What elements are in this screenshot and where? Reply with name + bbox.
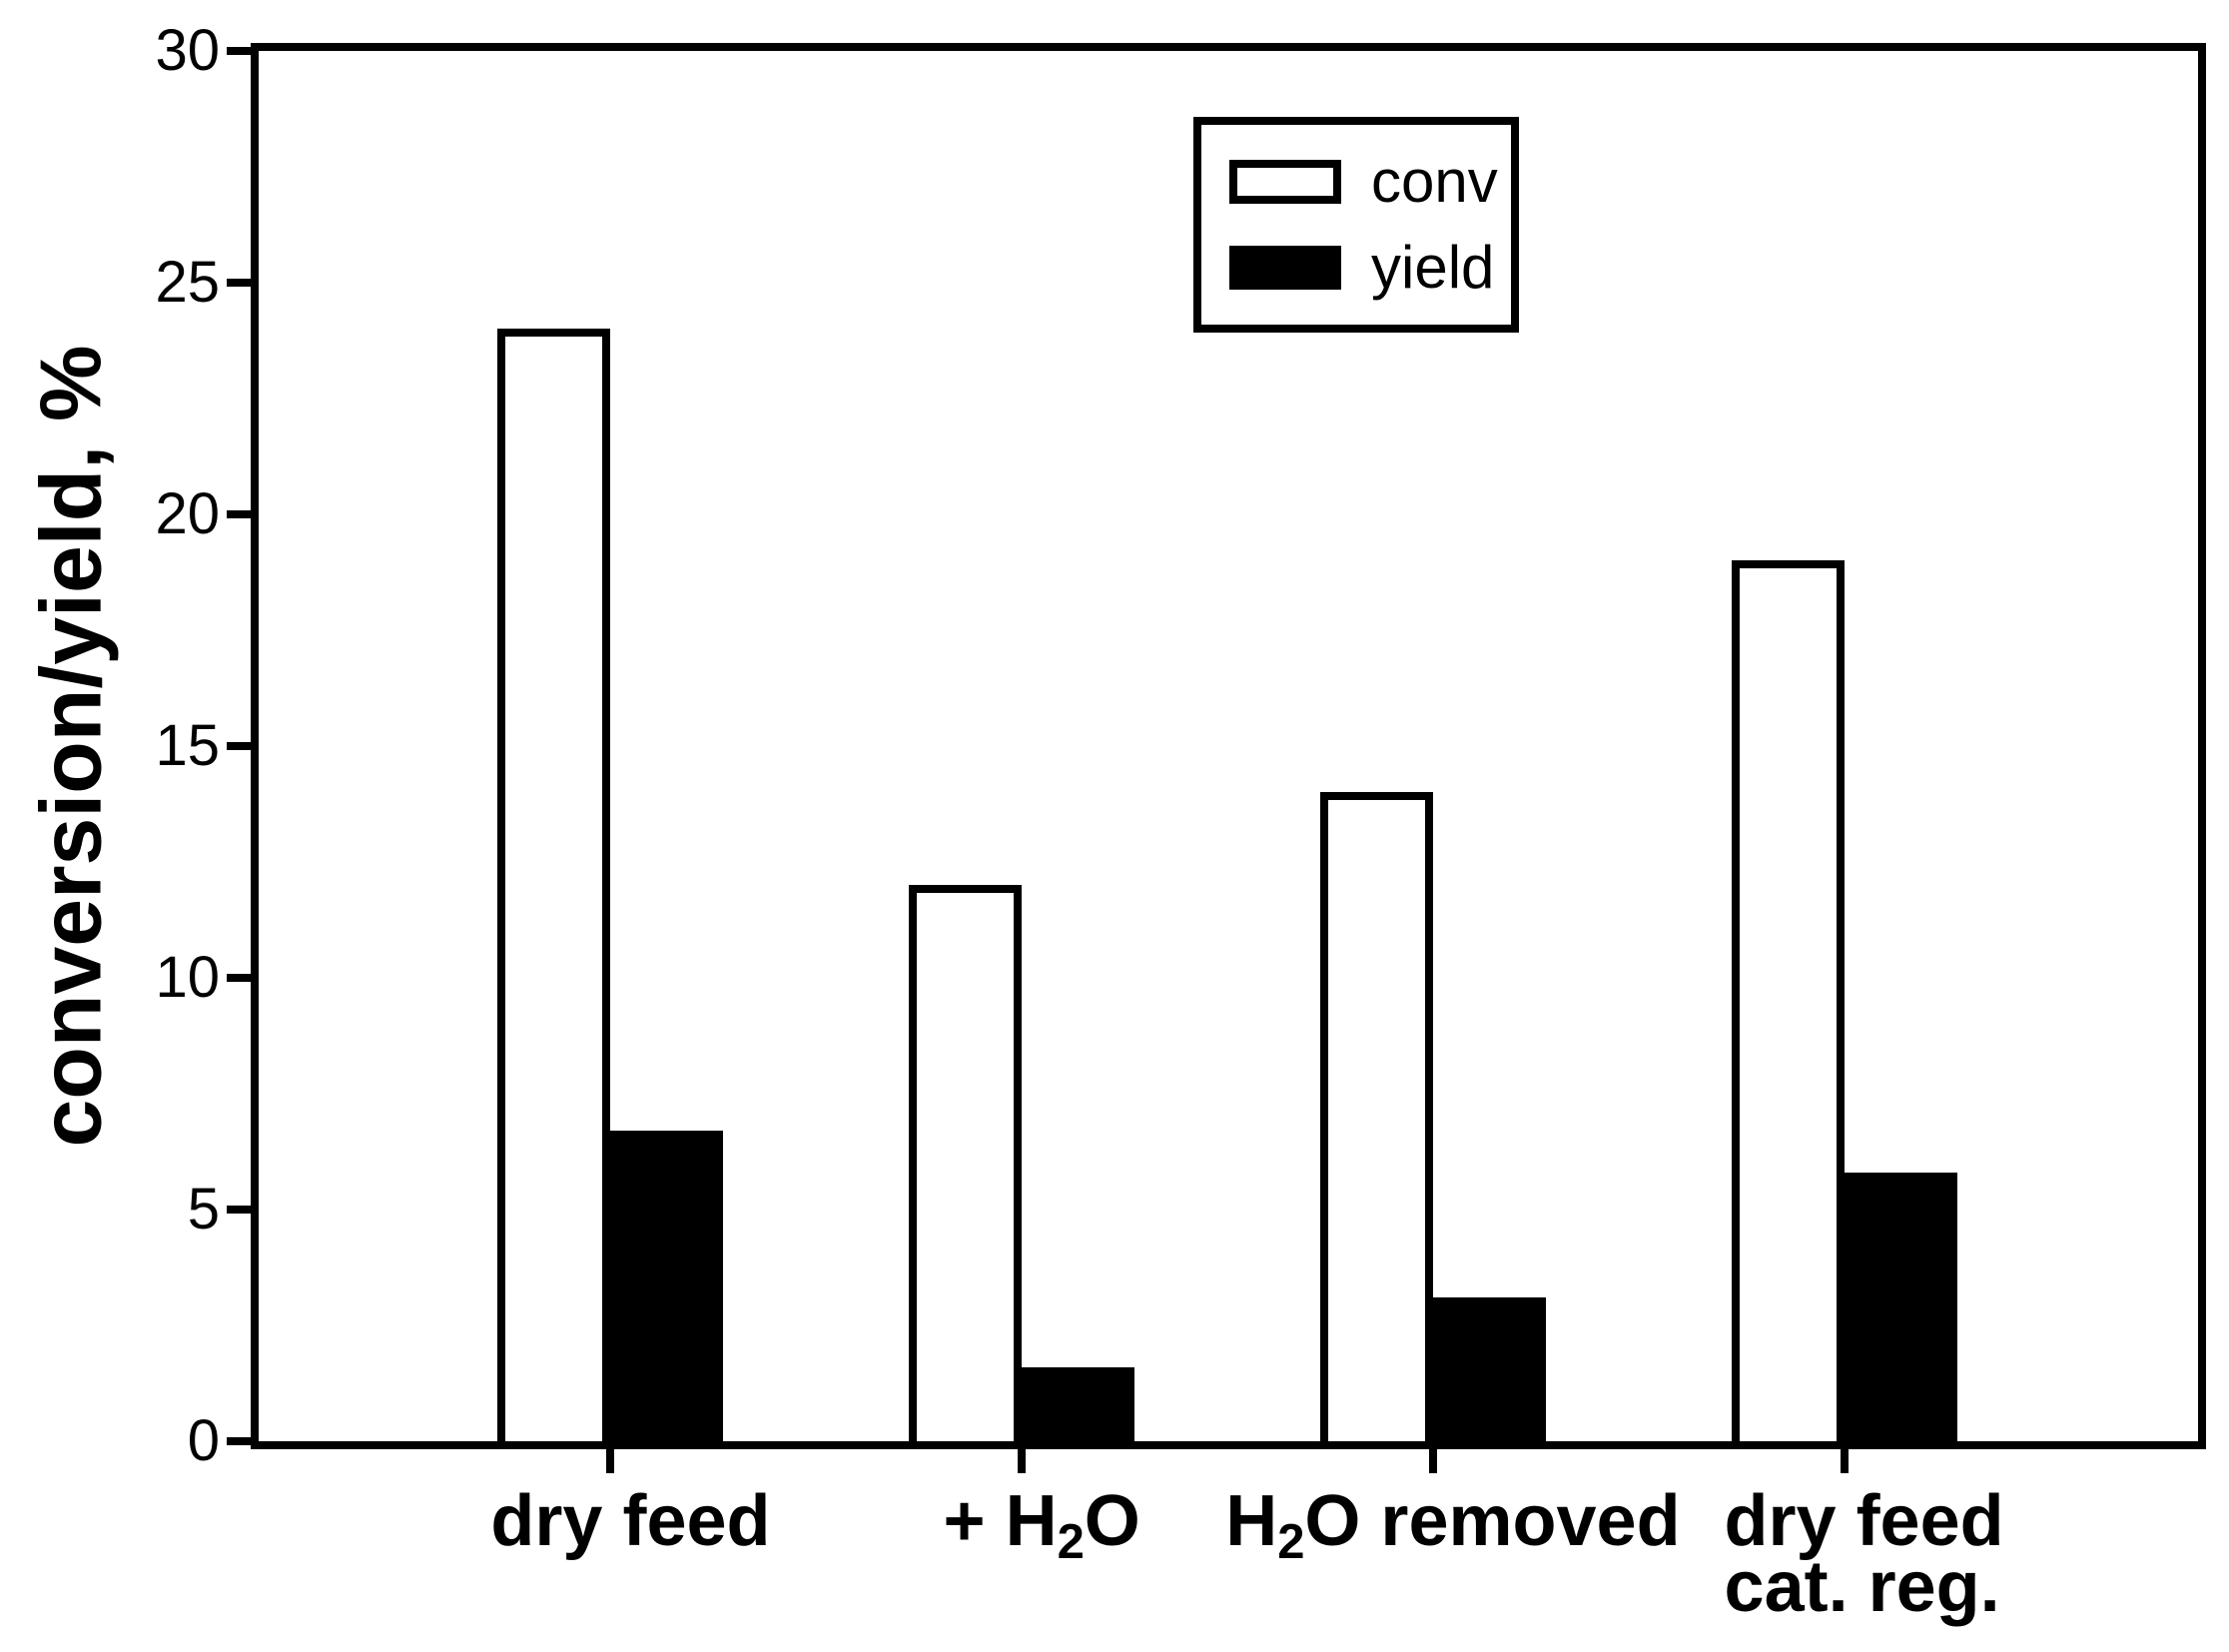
bar-yield-2	[1432, 1297, 1546, 1441]
legend-item-conv: conv	[1229, 152, 1511, 212]
y-tick-label-0: 0	[187, 1408, 220, 1473]
bar-conv-2	[1319, 792, 1433, 1441]
y-tick-label-30: 30	[155, 18, 220, 83]
legend: conv yield	[1193, 117, 1519, 333]
y-tick-0	[227, 1437, 251, 1445]
bar-conv-3	[1731, 560, 1845, 1441]
y-tick-10	[227, 974, 251, 982]
legend-label-conv: conv	[1371, 148, 1498, 215]
bar-yield-1	[1022, 1367, 1135, 1441]
y-tick-label-10: 10	[155, 945, 220, 1010]
legend-item-yield: yield	[1229, 238, 1511, 298]
x-tick-2	[1428, 1449, 1437, 1473]
y-tick-20	[227, 510, 251, 518]
x-tick-0	[606, 1449, 615, 1473]
x-category-label-text-3: dry feed cat. reg.	[1724, 1481, 2004, 1627]
legend-swatch-conv	[1229, 160, 1341, 204]
bar-yield-3	[1844, 1173, 1957, 1441]
x-tick-1	[1018, 1449, 1027, 1473]
legend-label-yield: yield	[1371, 234, 1495, 301]
bar-conv-1	[909, 885, 1023, 1441]
y-tick-label-5: 5	[187, 1177, 220, 1241]
x-category-label-0: dry feed	[311, 1481, 950, 1561]
x-category-label-1: + H2O	[722, 1481, 1361, 1575]
bar-conv-0	[497, 329, 611, 1441]
x-category-label-text-1: + H2O	[943, 1481, 1140, 1570]
x-category-label-2: H2O removed	[1133, 1481, 1773, 1575]
y-tick-25	[227, 279, 251, 287]
y-tick-label-20: 20	[155, 481, 220, 546]
x-category-label-3: dry feed cat. reg.	[1545, 1481, 2184, 1627]
bar-yield-0	[610, 1131, 724, 1441]
y-tick-label-15: 15	[155, 713, 220, 778]
y-tick-label-25: 25	[155, 250, 220, 315]
x-category-label-text-2: H2O removed	[1225, 1481, 1681, 1570]
x-category-label-text-0: dry feed	[490, 1481, 771, 1561]
y-tick-30	[227, 47, 251, 55]
y-tick-15	[227, 742, 251, 750]
legend-swatch-yield	[1229, 246, 1341, 290]
y-tick-5	[227, 1206, 251, 1214]
x-tick-3	[1840, 1449, 1849, 1473]
